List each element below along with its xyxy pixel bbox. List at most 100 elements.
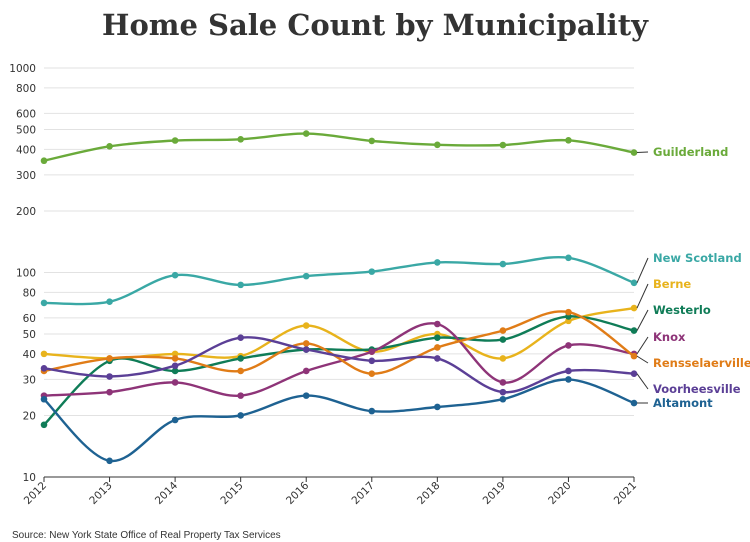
data-point-voorheesville xyxy=(106,373,113,380)
data-point-altamont xyxy=(237,412,244,419)
y-tick-label: 10 xyxy=(23,472,36,484)
data-point-rensselaerville xyxy=(434,344,441,351)
data-point-rensselaerville xyxy=(499,327,507,334)
y-tick-label: 30 xyxy=(23,374,36,386)
x-tick-label: 2018 xyxy=(415,480,442,507)
data-point-berne xyxy=(40,350,48,358)
series-line-knox xyxy=(43,322,635,397)
data-point-knox xyxy=(237,392,244,399)
data-point-rensselaerville xyxy=(630,352,638,360)
data-point-altamont xyxy=(565,376,572,383)
data-point-westerlo xyxy=(630,327,638,334)
chart-title: Home Sale Count by Municipality xyxy=(102,8,648,42)
x-tick-label: 2015 xyxy=(218,480,245,507)
y-tick-label: 100 xyxy=(16,268,36,280)
data-point-knox xyxy=(302,367,310,375)
x-tick-label: 2013 xyxy=(87,480,114,507)
series-line-voorheesville xyxy=(43,336,635,394)
data-point-new-scotland xyxy=(237,281,244,289)
data-point-rensselaerville xyxy=(302,340,310,347)
leader-line-voorheesville xyxy=(636,373,649,390)
data-point-rensselaerville xyxy=(237,367,244,375)
data-point-guilderland xyxy=(106,143,113,150)
data-point-westerlo xyxy=(237,355,244,362)
y-tick-label: 80 xyxy=(23,287,36,299)
data-point-guilderland xyxy=(302,130,310,137)
series-label-altamont: Altamont xyxy=(653,396,713,410)
y-tick-label: 50 xyxy=(23,329,36,341)
series-label-knox: Knox xyxy=(653,330,686,344)
series-label-rensselaerville: Rensselaerville xyxy=(653,356,750,370)
data-point-altamont xyxy=(630,399,638,407)
leader-line-westerlo xyxy=(636,309,649,331)
data-point-westerlo xyxy=(171,367,179,375)
data-point-westerlo xyxy=(434,334,441,341)
data-point-altamont xyxy=(106,457,113,465)
data-point-rensselaerville xyxy=(106,355,113,362)
x-tick-label: 2021 xyxy=(612,480,639,507)
data-point-guilderland xyxy=(499,141,507,149)
x-tick-label: 2014 xyxy=(153,479,181,507)
data-point-rensselaerville xyxy=(171,355,179,362)
data-point-voorheesville xyxy=(368,357,376,365)
data-point-voorheesville xyxy=(499,388,507,396)
data-point-guilderland xyxy=(171,137,179,144)
data-point-new-scotland xyxy=(40,299,48,307)
series-line-guilderland xyxy=(43,132,635,162)
x-tick-label: 2020 xyxy=(546,480,573,507)
y-tick-label: 600 xyxy=(16,108,36,120)
data-point-voorheesville xyxy=(171,362,179,370)
data-point-altamont xyxy=(171,416,179,424)
data-point-new-scotland xyxy=(171,271,179,279)
data-point-guilderland xyxy=(237,136,244,143)
leader-line-berne xyxy=(636,283,649,309)
y-tick-label: 400 xyxy=(16,144,36,156)
data-point-altamont xyxy=(499,395,507,403)
data-point-berne xyxy=(630,304,638,312)
data-point-knox xyxy=(499,379,507,386)
x-tick-label: 2016 xyxy=(284,479,312,507)
data-point-guilderland xyxy=(565,137,572,144)
data-point-new-scotland xyxy=(630,279,638,287)
y-tick-label: 500 xyxy=(16,125,36,137)
chart-source: Source: New York State Office of Real Pr… xyxy=(12,530,281,541)
data-point-voorheesville xyxy=(434,355,441,362)
y-tick-label: 300 xyxy=(16,170,36,182)
data-point-voorheesville xyxy=(237,334,244,341)
data-point-new-scotland xyxy=(499,260,507,268)
data-point-altamont xyxy=(302,392,310,399)
series-line-westerlo xyxy=(43,315,635,426)
y-tick-label: 40 xyxy=(23,349,36,361)
series-label-berne: Berne xyxy=(653,277,691,291)
data-point-berne xyxy=(171,350,179,358)
series-line-new-scotland xyxy=(43,255,635,306)
data-point-new-scotland xyxy=(565,254,572,262)
data-point-voorheesville xyxy=(565,367,572,375)
y-tick-label: 800 xyxy=(16,83,36,95)
leader-line-new-scotland xyxy=(636,257,649,284)
leader-line-knox xyxy=(636,336,649,355)
y-tick-label: 200 xyxy=(16,206,36,218)
y-tick-label: 60 xyxy=(23,313,36,325)
series-label-westerlo: Westerlo xyxy=(653,303,711,317)
data-point-voorheesville xyxy=(40,365,48,372)
data-point-altamont xyxy=(368,407,376,415)
data-point-new-scotland xyxy=(434,259,441,266)
x-tick-label: 2017 xyxy=(350,480,377,507)
y-tick-label: 1000 xyxy=(9,63,36,75)
leader-line-rensselaerville xyxy=(636,355,649,364)
data-point-rensselaerville xyxy=(368,370,376,377)
series-label-voorheesville: Voorheesville xyxy=(653,382,741,396)
data-point-westerlo xyxy=(499,336,507,343)
x-tick-label: 2019 xyxy=(481,480,508,507)
data-point-knox xyxy=(434,320,441,328)
series-label-guilderland: Guilderland xyxy=(653,145,728,159)
data-point-rensselaerville xyxy=(565,308,572,316)
y-tick-label: 20 xyxy=(23,410,36,422)
data-point-voorheesville xyxy=(630,370,638,377)
data-point-knox xyxy=(565,342,572,349)
data-point-guilderland xyxy=(368,137,376,145)
data-point-guilderland xyxy=(40,157,48,165)
data-point-new-scotland xyxy=(302,272,310,280)
